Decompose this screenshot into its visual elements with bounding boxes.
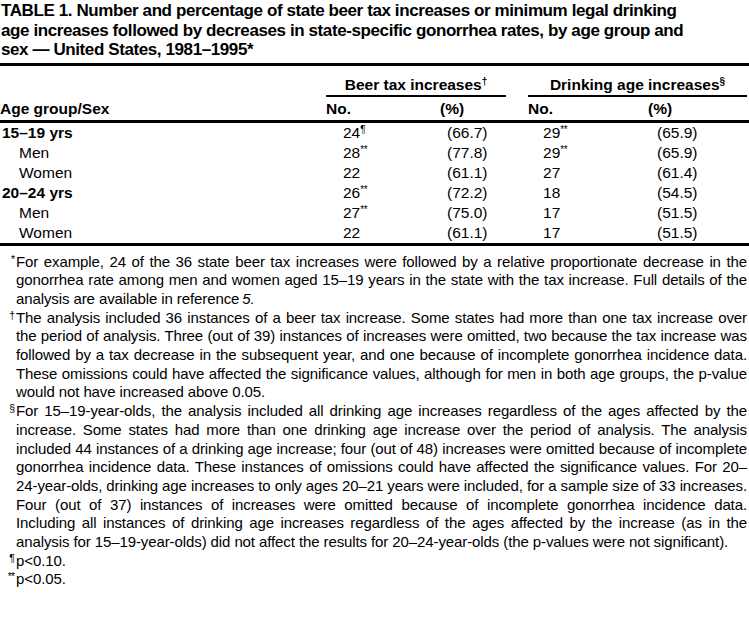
title-rule: [0, 63, 749, 66]
table-row-men-15-19: Men 28** (77.8) 29** (65.9): [0, 143, 749, 163]
table-row-women-20-24: Women 22 (61.1) 17 (51.5): [0, 223, 749, 245]
column-group-beer-tax: Beer tax increases†: [326, 72, 528, 97]
column-group-row: Beer tax increases† Drinking age increas…: [0, 72, 749, 97]
cell-drinking-pct: (51.5): [648, 223, 749, 245]
cell-drinking-pct: (51.5): [648, 203, 749, 223]
cell-beer-pct: (61.1): [440, 223, 528, 245]
cell-footnote-marker: **: [360, 204, 367, 215]
cell-beer-pct: (66.7): [440, 121, 528, 143]
cell-drinking-pct: (61.4): [648, 163, 749, 183]
footnote-text: For example, 24 of the 36 state beer tax…: [16, 253, 747, 307]
cell-footnote-marker: **: [360, 144, 367, 155]
cell-drinking-pct: (54.5): [648, 183, 749, 203]
cell-footnote-marker: ¶: [360, 124, 365, 135]
column-group-beer-tax-label: Beer tax increases†: [326, 76, 506, 97]
cell-drinking-no: 27: [528, 163, 648, 183]
footnote-double-asterisk: **p<0.05.: [0, 570, 747, 589]
column-header-beer-no: No.: [326, 97, 440, 122]
footnote-pilcrow: ¶p<0.10.: [0, 552, 747, 571]
column-group-drinking-age: Drinking age increases§: [528, 72, 749, 97]
footnotes-block: *For example, 24 of the 36 state beer ta…: [0, 253, 749, 590]
cell-beer-pct: (72.2): [440, 183, 528, 203]
section-footnote-marker: §: [720, 76, 726, 87]
cell-drinking-no: 29**: [528, 143, 648, 163]
footnote-section: §For 15–19-year-olds, the analysis inclu…: [0, 402, 747, 552]
cell-drinking-no: 17: [528, 203, 648, 223]
footnote-text: p<0.05.: [16, 570, 66, 587]
column-header-drinking-no: No.: [528, 97, 648, 122]
table-row-men-20-24: Men 27** (75.0) 17 (51.5): [0, 203, 749, 223]
footnote-asterisk: *For example, 24 of the 36 state beer ta…: [0, 253, 747, 309]
row-label: 15–19 yrs: [0, 121, 326, 143]
cell-beer-no: 28**: [326, 143, 440, 163]
column-header-row: Age group/Sex No. (%) No. (%): [0, 97, 749, 122]
cell-beer-no: 26**: [326, 183, 440, 203]
table-title: TABLE 1. Number and percentage of state …: [0, 0, 701, 60]
table-row-20-24-yrs: 20–24 yrs 26** (72.2) 18 (54.5): [0, 183, 749, 203]
row-label: Women: [0, 223, 326, 245]
footnote-text: p<0.10.: [16, 552, 66, 569]
footnote-dagger: †The analysis included 36 instances of a…: [0, 309, 747, 403]
cell-beer-pct: (61.1): [440, 163, 528, 183]
cell-beer-no: 22: [326, 223, 440, 245]
cell-beer-no: 22: [326, 163, 440, 183]
cell-beer-no: 24¶: [326, 121, 440, 143]
cell-drinking-no: 18: [528, 183, 648, 203]
column-header-beer-pct: (%): [440, 97, 528, 122]
cell-footnote-marker: **: [360, 184, 367, 195]
cell-drinking-pct: (65.9): [648, 143, 749, 163]
table-row-15-19-yrs: 15–19 yrs 24¶ (66.7) 29** (65.9): [0, 121, 749, 143]
cell-beer-pct: (75.0): [440, 203, 528, 223]
row-label: Women: [0, 163, 326, 183]
column-group-drinking-age-label: Drinking age increases§: [528, 76, 747, 97]
document-page: TABLE 1. Number and percentage of state …: [0, 0, 749, 589]
cell-footnote-marker: **: [560, 144, 567, 155]
data-table: Beer tax increases† Drinking age increas…: [0, 72, 749, 246]
cell-beer-pct: (77.8): [440, 143, 528, 163]
footnote-text: The analysis included 36 instances of a …: [16, 309, 747, 401]
row-label: Men: [0, 203, 326, 223]
cell-drinking-no: 17: [528, 223, 648, 245]
row-label: Men: [0, 143, 326, 163]
stub-spacer: [0, 72, 326, 97]
dagger-footnote-marker: †: [482, 76, 488, 87]
cell-drinking-no: 29**: [528, 121, 648, 143]
row-label: 20–24 yrs: [0, 183, 326, 203]
footnote-text: For 15–19-year-olds, the analysis includ…: [16, 402, 747, 550]
footnote-reference-number: 5.: [242, 290, 254, 307]
cell-drinking-pct: (65.9): [648, 121, 749, 143]
column-header-drinking-pct: (%): [648, 97, 749, 122]
column-header-age-group-sex: Age group/Sex: [0, 97, 326, 122]
cell-footnote-marker: **: [560, 124, 567, 135]
cell-beer-no: 27**: [326, 203, 440, 223]
table-row-women-15-19: Women 22 (61.1) 27 (61.4): [0, 163, 749, 183]
